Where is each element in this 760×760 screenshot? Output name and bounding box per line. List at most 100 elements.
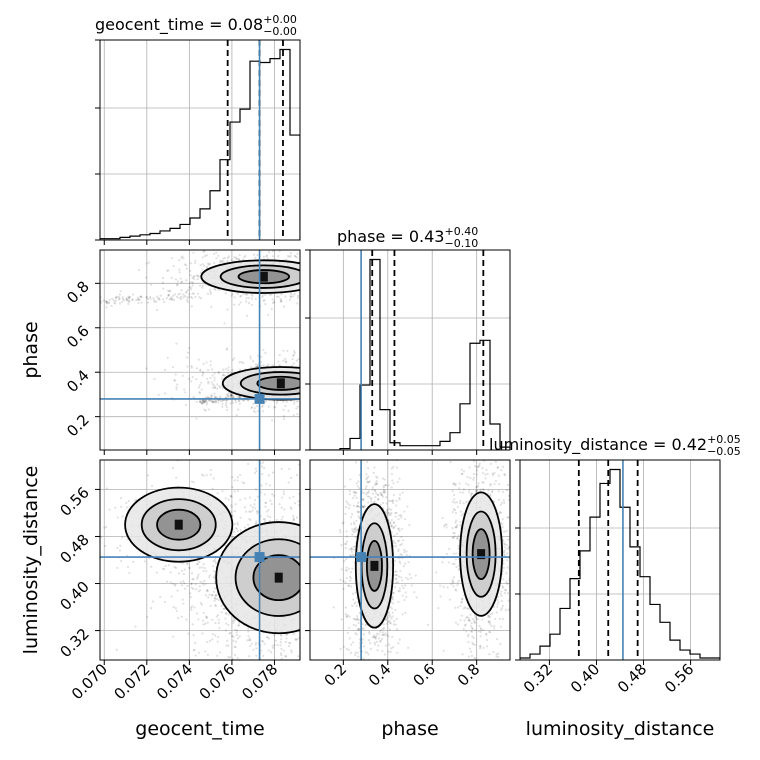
- sample-point: [368, 627, 370, 629]
- sample-point: [391, 357, 393, 359]
- sample-point: [172, 294, 175, 297]
- sample-point: [325, 605, 327, 607]
- sample-point: [322, 366, 324, 368]
- sample-point: [320, 547, 322, 549]
- sample-point: [280, 638, 283, 641]
- sample-point: [318, 379, 320, 381]
- sample-point: [292, 413, 296, 417]
- sample-point: [315, 390, 317, 392]
- sample-point: [499, 511, 502, 514]
- sample-point: [313, 585, 315, 587]
- panel-luminosity-distance-vs-phase: 0.2 0.4 0.6 0.8: [305, 459, 511, 690]
- sample-point: [250, 661, 252, 663]
- sample-point: [102, 299, 105, 302]
- sample-point: [301, 561, 303, 563]
- sample-point: [238, 402, 241, 405]
- sample-point: [313, 282, 315, 284]
- sample-point: [304, 589, 306, 591]
- sample-point: [249, 504, 252, 507]
- sample-point: [323, 400, 325, 402]
- sample-point: [210, 368, 214, 371]
- sample-point: [119, 497, 123, 500]
- sample-point: [321, 545, 323, 547]
- sample-point: [274, 689, 276, 691]
- sample-point: [275, 402, 278, 405]
- sample-point: [131, 299, 134, 302]
- sample-point: [293, 254, 297, 257]
- sample-point: [334, 501, 336, 503]
- sample-point: [74, 482, 76, 484]
- sample-point: [147, 297, 150, 301]
- sample-point: [205, 254, 209, 257]
- sample-point: [280, 657, 283, 660]
- sample-point: [165, 441, 167, 443]
- sample-point: [355, 504, 359, 508]
- sample-point: [318, 274, 320, 276]
- sample-point: [201, 581, 204, 585]
- sample-point: [381, 649, 384, 653]
- sample-point: [158, 297, 161, 300]
- sample-point: [163, 392, 167, 395]
- sample-point: [313, 380, 315, 382]
- sample-point: [199, 589, 202, 592]
- sample-point: [352, 265, 354, 267]
- sample-point: [475, 469, 479, 472]
- sample-point: [205, 474, 208, 477]
- sample-point: [366, 405, 368, 407]
- sample-point: [264, 351, 267, 354]
- sample-point: [312, 394, 314, 396]
- sample-point: [362, 280, 364, 282]
- sample-point: [330, 593, 332, 595]
- sample-point: [179, 581, 183, 584]
- sample-point: [262, 348, 265, 351]
- sample-point: [338, 560, 340, 562]
- sample-point: [369, 476, 371, 478]
- sample-point: [319, 261, 321, 263]
- sample-point: [278, 244, 280, 246]
- sample-point: [209, 292, 212, 295]
- sample-point: [284, 405, 287, 408]
- sample-point: [330, 552, 332, 554]
- sample-point: [125, 296, 128, 300]
- sample-point: [197, 651, 201, 654]
- sample-point: [147, 261, 150, 264]
- sample-point: [182, 573, 185, 576]
- sample-point: [357, 628, 360, 631]
- sample-point: [362, 506, 365, 509]
- sample-point: [269, 499, 272, 502]
- x-ticks: 0.070 0.072 0.074 0.076 0.078: [68, 660, 281, 703]
- sample-point: [301, 572, 303, 574]
- sample-point: [234, 503, 237, 506]
- sample-point: [407, 396, 409, 398]
- sample-point: [204, 594, 207, 597]
- sample-point: [305, 566, 307, 568]
- sample-point: [333, 268, 335, 270]
- sample-point: [224, 403, 228, 407]
- panel-phase-vs-phase: [305, 249, 511, 455]
- sample-point: [485, 645, 489, 648]
- sample-point: [322, 612, 324, 614]
- sample-point: [469, 477, 472, 480]
- sample-point: [450, 582, 453, 586]
- sample-point: [118, 549, 122, 552]
- sample-point: [330, 266, 332, 268]
- sample-point: [254, 297, 257, 301]
- sample-point: [288, 641, 291, 645]
- sample-point: [196, 563, 199, 566]
- sample-point: [202, 399, 206, 403]
- sample-point: [353, 621, 355, 623]
- sample-point: [317, 615, 319, 617]
- sample-point: [318, 289, 320, 291]
- sample-point: [311, 298, 313, 300]
- sample-point: [216, 383, 219, 386]
- sample-point: [488, 615, 492, 619]
- sample-point: [214, 594, 217, 597]
- sample-point: [197, 358, 200, 361]
- sample-point: [319, 596, 321, 598]
- sample-point: [150, 565, 153, 568]
- sample-point: [302, 579, 304, 581]
- sample-point: [489, 483, 492, 486]
- sample-point: [228, 656, 232, 659]
- sample-point: [203, 401, 206, 404]
- sample-point: [326, 540, 328, 542]
